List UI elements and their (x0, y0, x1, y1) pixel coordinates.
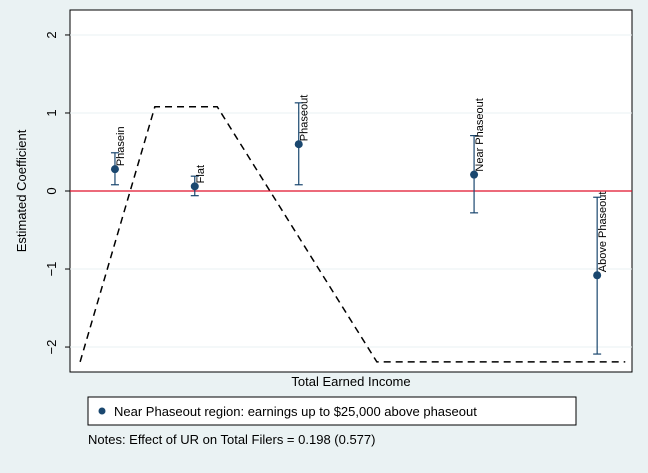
point-label: Flat (195, 165, 207, 183)
point-label: Near Phaseout (474, 98, 486, 171)
y-axis-label: Estimated Coefficient (14, 129, 29, 252)
point (190, 182, 199, 191)
point-label: Phasein (115, 126, 127, 166)
legend-label: Near Phaseout region: earnings up to $25… (114, 404, 477, 419)
point (110, 165, 119, 174)
point (294, 140, 303, 149)
point (593, 271, 602, 280)
point-label: Above Phaseout (597, 192, 609, 273)
x-axis-label: Total Earned Income (291, 374, 410, 389)
y-tick-label: 1 (44, 109, 59, 116)
y-tick-label: 0 (44, 187, 59, 194)
point (470, 170, 479, 179)
legend-box (87, 396, 577, 426)
note: Notes: Effect of UR on Total Filers = 0.… (88, 432, 375, 447)
y-tick-label: −2 (44, 340, 59, 355)
legend-marker (98, 407, 106, 415)
y-tick-label: 2 (44, 31, 59, 38)
schedule-line (79, 105, 626, 363)
y-tick-label: −1 (44, 262, 59, 277)
point-label: Phaseout (299, 95, 311, 141)
